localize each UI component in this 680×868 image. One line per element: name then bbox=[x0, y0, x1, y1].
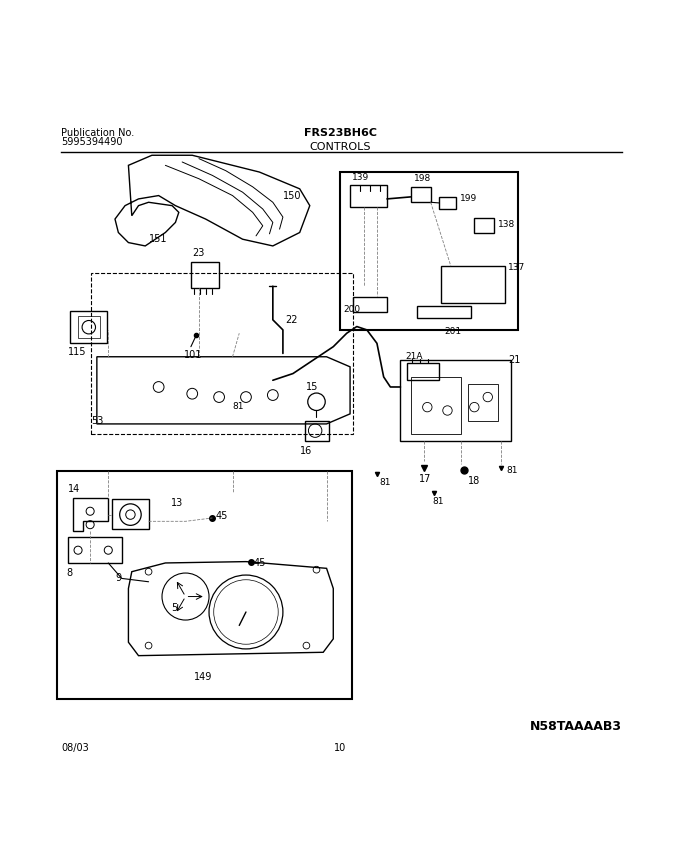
Text: 17: 17 bbox=[420, 474, 432, 484]
Text: 149: 149 bbox=[194, 672, 213, 682]
Text: 198: 198 bbox=[414, 174, 431, 183]
Text: 9: 9 bbox=[115, 574, 121, 583]
Text: 10: 10 bbox=[334, 743, 346, 753]
Bar bbox=[441, 266, 505, 303]
Text: CONTROLS: CONTROLS bbox=[309, 141, 371, 152]
Text: 5: 5 bbox=[171, 603, 177, 614]
Text: 101: 101 bbox=[184, 350, 203, 359]
Text: 81: 81 bbox=[233, 402, 244, 411]
Text: 16: 16 bbox=[300, 446, 312, 456]
Text: 45: 45 bbox=[254, 558, 267, 568]
Text: 14: 14 bbox=[68, 484, 80, 495]
Text: 81: 81 bbox=[507, 466, 518, 476]
Text: 53: 53 bbox=[92, 416, 104, 425]
Text: 15: 15 bbox=[307, 382, 319, 391]
Text: 201: 201 bbox=[444, 326, 461, 336]
Text: 200: 200 bbox=[343, 306, 360, 314]
Text: 21A: 21A bbox=[406, 352, 424, 361]
Bar bbox=[411, 187, 430, 202]
Text: 137: 137 bbox=[508, 263, 525, 272]
Text: 5995394490: 5995394490 bbox=[61, 137, 123, 147]
Text: 18: 18 bbox=[468, 476, 480, 485]
Bar bbox=[78, 317, 99, 338]
Bar bbox=[468, 384, 498, 421]
Text: 45: 45 bbox=[216, 511, 228, 521]
Bar bbox=[439, 197, 456, 209]
Bar bbox=[350, 186, 387, 207]
Bar bbox=[475, 218, 494, 233]
Bar bbox=[401, 360, 511, 441]
Text: 13: 13 bbox=[171, 497, 183, 508]
Text: 139: 139 bbox=[352, 173, 369, 182]
Bar bbox=[340, 172, 518, 330]
Text: 138: 138 bbox=[498, 220, 515, 229]
Text: 151: 151 bbox=[148, 234, 167, 244]
Text: FRS23BH6C: FRS23BH6C bbox=[303, 128, 377, 138]
Text: 23: 23 bbox=[192, 248, 205, 258]
Bar bbox=[354, 297, 387, 312]
Bar bbox=[112, 499, 148, 529]
Text: N58TAAAAB3: N58TAAAAB3 bbox=[530, 720, 622, 733]
Bar bbox=[407, 364, 439, 380]
Text: 8: 8 bbox=[66, 569, 72, 578]
Bar bbox=[305, 421, 328, 441]
Text: 08/03: 08/03 bbox=[61, 743, 89, 753]
Bar bbox=[70, 311, 107, 344]
Bar bbox=[56, 471, 352, 700]
Bar bbox=[92, 273, 354, 434]
Bar bbox=[68, 537, 122, 563]
Text: 150: 150 bbox=[283, 191, 301, 201]
Text: 21: 21 bbox=[508, 355, 520, 365]
Bar bbox=[418, 306, 471, 318]
Bar bbox=[191, 262, 219, 287]
Text: 81: 81 bbox=[379, 478, 390, 487]
Text: 199: 199 bbox=[460, 194, 477, 203]
Text: 22: 22 bbox=[285, 315, 297, 325]
Text: Publication No.: Publication No. bbox=[61, 128, 135, 138]
Text: 81: 81 bbox=[432, 496, 444, 506]
Text: 115: 115 bbox=[68, 346, 86, 357]
Bar bbox=[411, 377, 461, 434]
